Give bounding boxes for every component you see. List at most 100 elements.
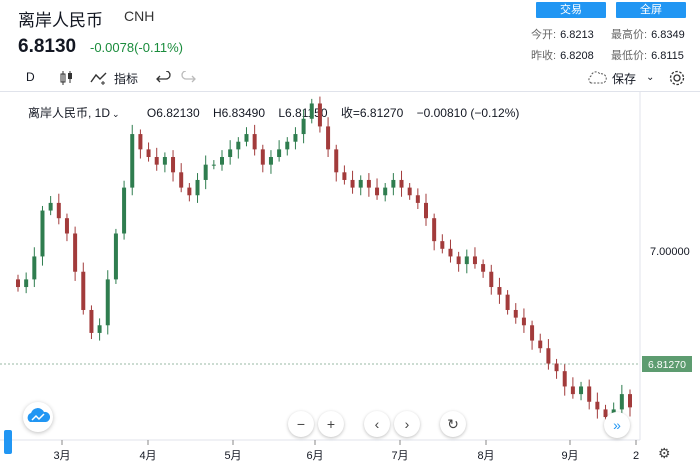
candle-body <box>171 157 176 173</box>
legend-low: L6.81150 <box>278 106 328 120</box>
candle-body <box>211 164 216 166</box>
quote-header: 离岸人民币 CNH 6.8130 -0.0078(-0.11%) 交易 全屏 今… <box>0 0 700 66</box>
settings-gear-icon[interactable] <box>668 69 686 87</box>
legend-change: −0.00810 (−0.12%) <box>416 106 520 120</box>
candle-body <box>366 179 371 188</box>
zoom-in-button[interactable]: + <box>318 411 344 437</box>
candle-body <box>301 118 306 135</box>
indicators-button[interactable]: 指标 <box>114 72 139 86</box>
candle-body <box>570 386 575 395</box>
ohlc-legend: 离岸人民币, 1D ⌄ O6.82130 H6.83490 L6.81150 收=… <box>28 104 529 121</box>
month-ticks <box>61 440 637 445</box>
candle-body <box>220 157 224 165</box>
axis-settings-gear-icon[interactable]: ⚙ <box>658 445 671 461</box>
candle-body <box>440 241 445 249</box>
candle-body <box>530 325 535 341</box>
month-label: 7月 <box>391 450 408 462</box>
candle-body <box>97 325 102 333</box>
candle-body <box>48 202 53 211</box>
candle-body <box>236 141 241 150</box>
save-button[interactable]: 保存 <box>612 72 637 86</box>
candle-body <box>554 363 559 372</box>
month-label: 5月 <box>224 450 241 462</box>
candle-body <box>293 134 298 142</box>
high-stat: 最高价: 6.8349 <box>611 26 685 42</box>
price-change: -0.0078(-0.11%) <box>90 40 183 55</box>
last-price-tag <box>642 356 692 372</box>
candle-body <box>122 187 127 234</box>
candle-body <box>456 256 461 265</box>
candle-body <box>130 134 135 188</box>
candle-body <box>162 157 167 165</box>
instrument-title: 离岸人民币 <box>18 11 103 30</box>
candle-body <box>277 149 282 158</box>
candle-body <box>407 187 412 196</box>
candle-body <box>432 218 437 242</box>
candle-body <box>56 202 61 219</box>
candle-body <box>105 279 110 326</box>
brand-cloud-icon <box>27 408 51 422</box>
legend-symbol: 离岸人民币, 1D <box>28 106 111 120</box>
candle-type-icon[interactable] <box>58 70 74 86</box>
scroll-left-button[interactable]: ‹ <box>364 411 390 437</box>
zoom-out-button[interactable]: − <box>288 411 314 437</box>
cloud-icon <box>588 71 607 84</box>
indicator-icon[interactable] <box>90 70 108 86</box>
instrument-code: CNH <box>124 8 155 24</box>
last-price: 6.8130 <box>18 36 77 57</box>
month-label: 9月 <box>561 450 578 462</box>
save-menu-chevron-icon[interactable]: ⌄ <box>646 72 655 83</box>
brand-logo[interactable] <box>23 402 53 432</box>
candle-body <box>138 134 143 150</box>
open-label: 今开: <box>531 29 557 41</box>
trade-button[interactable]: 交易 <box>536 2 606 18</box>
candle-body <box>89 309 94 333</box>
open-stat: 今开: 6.8213 <box>531 26 594 42</box>
month-label: 6月 <box>306 450 323 462</box>
high-label: 最高价: <box>611 29 648 41</box>
prev-close-value: 6.8208 <box>560 50 594 62</box>
candle-body <box>546 348 551 364</box>
candle-body <box>350 179 355 188</box>
prev-close-stat: 昨收: 6.8208 <box>531 47 594 63</box>
legend-interval-chevron-icon[interactable]: ⌄ <box>112 109 120 119</box>
legend-close: 收=6.81270 <box>340 106 404 120</box>
scroll-right-button[interactable]: › <box>394 411 420 437</box>
candle-body <box>81 271 86 310</box>
candle-body <box>260 149 265 165</box>
candle-body <box>628 394 632 408</box>
low-value: 6.8115 <box>651 50 684 62</box>
candle-body <box>334 149 339 173</box>
candle-body <box>309 103 314 119</box>
candle-body <box>587 386 592 402</box>
candle-body <box>579 386 584 395</box>
legend-high: H6.83490 <box>212 106 266 120</box>
candle-body <box>113 233 118 280</box>
left-panel-toggle[interactable] <box>4 430 12 454</box>
candle-body <box>448 248 453 257</box>
candles-group <box>16 96 632 424</box>
candle-body <box>521 317 526 326</box>
interval-button[interactable]: D <box>26 70 35 84</box>
candle-body <box>464 256 469 265</box>
month-label: 4月 <box>139 450 156 462</box>
scroll-to-latest-button[interactable]: » <box>604 412 630 438</box>
reset-chart-button[interactable]: ↻ <box>440 411 466 437</box>
candle-body <box>562 371 567 387</box>
candle-body <box>603 409 608 418</box>
candle-body <box>505 294 510 310</box>
candle-body <box>391 179 396 188</box>
candle-body <box>252 134 257 150</box>
low-stat: 最低价: 6.8115 <box>611 47 684 63</box>
fullscreen-button[interactable]: 全屏 <box>616 2 686 18</box>
undo-icon[interactable] <box>156 71 172 85</box>
candle-body <box>317 103 322 127</box>
candlestick-chart[interactable]: 3月 4月 5月 6月 7月 8月 9月 2 7.00000 6.81270 <box>0 92 700 468</box>
redo-icon[interactable] <box>180 71 196 85</box>
candle-body <box>326 126 331 150</box>
month-label: 2 <box>633 450 639 462</box>
candle-body <box>73 233 78 272</box>
candle-body <box>375 187 380 196</box>
candle-body <box>285 141 290 150</box>
candle-body <box>154 157 159 165</box>
